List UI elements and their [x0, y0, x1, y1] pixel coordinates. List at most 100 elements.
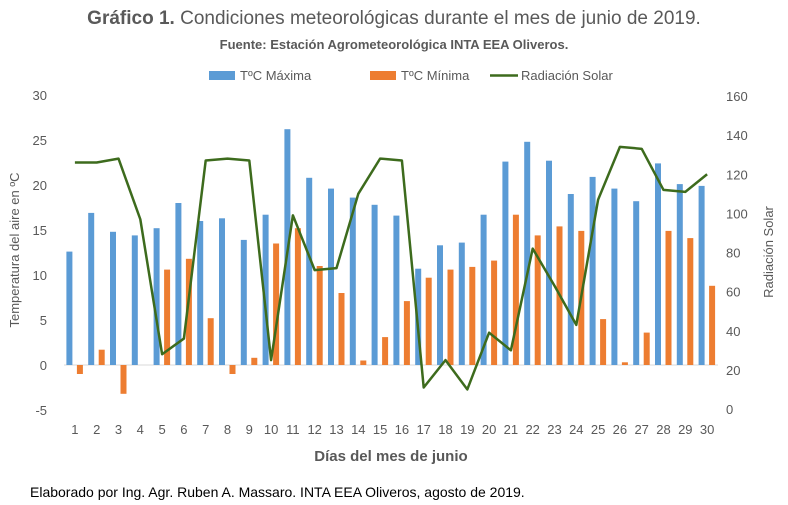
bar-max	[676, 184, 683, 365]
legend-item: TºC Máxima	[209, 68, 312, 83]
x-tick-label: 7	[202, 422, 209, 437]
bar-max	[415, 268, 422, 365]
x-tick-label: 29	[678, 422, 692, 437]
bar-max	[197, 221, 204, 365]
bar-max	[393, 215, 400, 365]
x-tick-label: 24	[569, 422, 583, 437]
y2-tick-label: 140	[726, 128, 748, 143]
legend-swatch	[370, 71, 396, 80]
y2-tick-label: 40	[726, 324, 740, 339]
x-tick-label: 28	[656, 422, 670, 437]
x-tick-label: 2	[93, 422, 100, 437]
bar-min	[643, 332, 650, 365]
y2-axis-title: Radiación Solar	[761, 205, 776, 297]
bar-min	[316, 266, 323, 365]
x-tick-label: 30	[700, 422, 714, 437]
bar-max	[306, 177, 313, 365]
bar-min	[251, 357, 258, 365]
bar-max	[437, 245, 443, 365]
bar-max	[546, 160, 552, 365]
bar-min	[621, 362, 628, 365]
bar-max	[349, 197, 356, 365]
y2-tick-label: 0	[726, 402, 733, 417]
legend-swatch	[209, 71, 235, 80]
bar-max	[655, 163, 661, 365]
y-tick-label: 30	[33, 88, 47, 103]
bar-min	[512, 214, 519, 365]
x-tick-label: 13	[329, 422, 343, 437]
bar-max	[110, 231, 116, 365]
x-tick-label: 18	[438, 422, 452, 437]
bar-min	[120, 365, 127, 394]
x-tick-label: 23	[547, 422, 561, 437]
bar-max	[524, 141, 531, 365]
chart-title-bold: Gráfico 1.	[87, 8, 175, 29]
bar-max	[371, 204, 378, 365]
bar-min	[229, 365, 236, 374]
bar-min	[665, 230, 672, 365]
bar-max	[633, 201, 640, 365]
x-tick-label: 12	[307, 422, 321, 437]
bar-min	[447, 269, 454, 365]
bar-min	[164, 269, 171, 365]
x-tick-label: 5	[158, 422, 165, 437]
x-axis-title: Días del mes de junio	[314, 448, 467, 465]
bar-min	[294, 228, 301, 365]
y2-tick-label: 60	[726, 285, 740, 300]
x-tick-label: 8	[224, 422, 231, 437]
bar-max	[458, 242, 465, 365]
x-tick-label: 22	[525, 422, 539, 437]
bar-max	[611, 188, 618, 365]
x-tick-label: 25	[591, 422, 605, 437]
chart-title: Gráfico 1. Condiciones meteorológicas du…	[0, 8, 788, 30]
bar-max	[131, 235, 138, 365]
bar-min	[600, 319, 607, 365]
y2-tick-label: 160	[726, 89, 748, 104]
bar-min	[338, 293, 345, 365]
legend-label: Radiación Solar	[521, 68, 613, 83]
bar-min	[534, 235, 541, 365]
chart-title-rest: Condiciones meteorológicas durante el me…	[174, 8, 701, 29]
x-tick-label: 6	[180, 422, 187, 437]
x-tick-label: 9	[246, 422, 253, 437]
bar-min	[76, 365, 83, 374]
bar-min	[403, 301, 410, 365]
bar-min	[273, 243, 280, 365]
x-tick-label: 17	[416, 422, 430, 437]
y-tick-label: -5	[35, 403, 47, 418]
bar-max	[88, 212, 95, 365]
bar-min	[98, 349, 105, 365]
y-tick-label: 10	[33, 268, 47, 283]
x-tick-label: 21	[504, 422, 518, 437]
y2-tick-label: 80	[726, 246, 740, 261]
legend-label: TºC Máxima	[240, 68, 312, 83]
legend-label: TºC Mínima	[401, 68, 470, 83]
x-tick-label: 1	[71, 422, 78, 437]
bar-min	[687, 238, 694, 365]
x-tick-label: 10	[264, 422, 278, 437]
bar-max	[589, 176, 596, 365]
bar-min	[709, 285, 716, 365]
x-tick-label: 20	[482, 422, 496, 437]
x-tick-label: 4	[137, 422, 144, 437]
legend-item: Radiación Solar	[490, 68, 613, 83]
y-axis-title: Temperatura del aire en ºC	[7, 172, 22, 327]
x-tick-label: 11	[286, 422, 300, 437]
bar-min	[469, 266, 476, 365]
legend-item: TºC Mínima	[370, 68, 470, 83]
bar-max	[262, 214, 269, 365]
bar-max	[698, 185, 705, 365]
y2-tick-label: 20	[726, 363, 740, 378]
x-tick-label: 15	[373, 422, 387, 437]
bar-max	[219, 218, 225, 365]
bar-min	[382, 337, 389, 365]
chart-subtitle: Fuente: Estación Agrometeorológica INTA …	[219, 37, 569, 52]
y2-tick-label: 100	[726, 206, 748, 221]
x-tick-label: 3	[115, 422, 122, 437]
x-tick-label: 27	[634, 422, 648, 437]
y2-tick-label: 120	[726, 167, 748, 182]
x-tick-label: 19	[460, 422, 474, 437]
bar-min	[360, 360, 367, 365]
y-tick-label: 25	[33, 133, 47, 148]
